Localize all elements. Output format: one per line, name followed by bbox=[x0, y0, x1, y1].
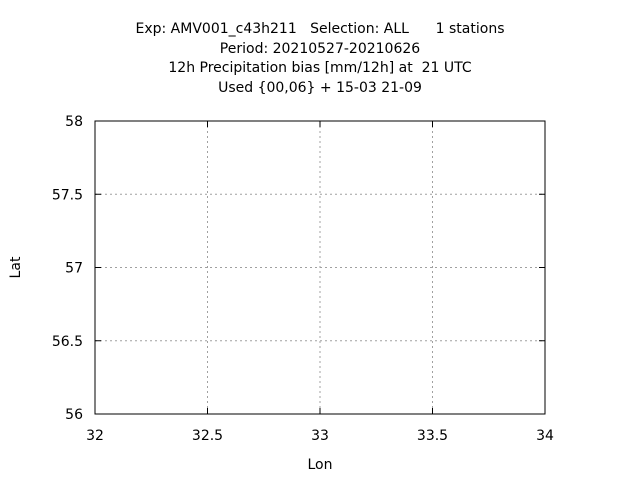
x-tick-label: 33.5 bbox=[417, 428, 448, 444]
y-tick-label: 57.5 bbox=[52, 187, 83, 203]
x-tick-label: 32 bbox=[86, 428, 104, 444]
chart-title: Exp: AMV001_c43h211 Selection: ALL 1 sta… bbox=[0, 20, 640, 98]
y-tick-label: 57 bbox=[65, 261, 83, 277]
title-line-parameter: 12h Precipitation bias [mm/12h] at 21 UT… bbox=[168, 60, 472, 76]
x-tick-label: 33 bbox=[311, 428, 329, 444]
x-tick-label: 34 bbox=[536, 428, 554, 444]
axis-ticks bbox=[94, 120, 546, 415]
y-axis-label: Lat bbox=[8, 256, 24, 278]
x-tick-label: 32.5 bbox=[192, 428, 223, 444]
x-axis-label: Lon bbox=[308, 457, 333, 473]
y-tick-label: 56.5 bbox=[52, 334, 83, 350]
tick-labels: 32 32.5 33 33.5 34 56 56.5 57 57.5 58 bbox=[52, 114, 554, 444]
title-line-period: Period: 20210527-20210626 bbox=[219, 40, 421, 57]
title-line-experiment: Exp: AMV001_c43h211 Selection: ALL 1 sta… bbox=[135, 21, 505, 37]
y-tick-label: 56 bbox=[65, 407, 83, 423]
y-tick-label: 58 bbox=[65, 114, 83, 130]
grid-lines bbox=[95, 121, 545, 414]
title-line-used: Used {00,06} + 15-03 21-09 bbox=[218, 79, 422, 96]
